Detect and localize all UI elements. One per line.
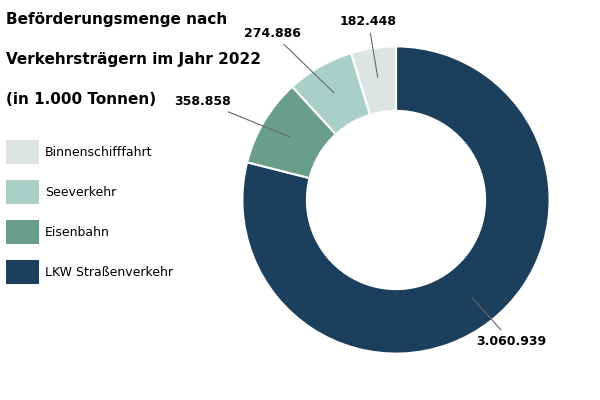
Text: Binnenschifffahrt: Binnenschifffahrt — [45, 146, 152, 158]
Text: Seeverkehr: Seeverkehr — [45, 186, 116, 198]
Text: (in 1.000 Tonnen): (in 1.000 Tonnen) — [6, 92, 156, 107]
Wedge shape — [292, 53, 370, 134]
Text: 274.886: 274.886 — [244, 27, 334, 93]
Wedge shape — [351, 46, 396, 115]
Text: Verkehrsträgern im Jahr 2022: Verkehrsträgern im Jahr 2022 — [6, 52, 261, 67]
Wedge shape — [247, 87, 336, 178]
Text: 182.448: 182.448 — [340, 15, 397, 77]
Text: 358.858: 358.858 — [175, 95, 289, 137]
Wedge shape — [242, 46, 550, 354]
Text: Beförderungsmenge nach: Beförderungsmenge nach — [6, 12, 227, 27]
Text: Eisenbahn: Eisenbahn — [45, 226, 110, 238]
Text: 3.060.939: 3.060.939 — [472, 298, 546, 348]
Text: LKW Straßenverkehr: LKW Straßenverkehr — [45, 266, 173, 278]
